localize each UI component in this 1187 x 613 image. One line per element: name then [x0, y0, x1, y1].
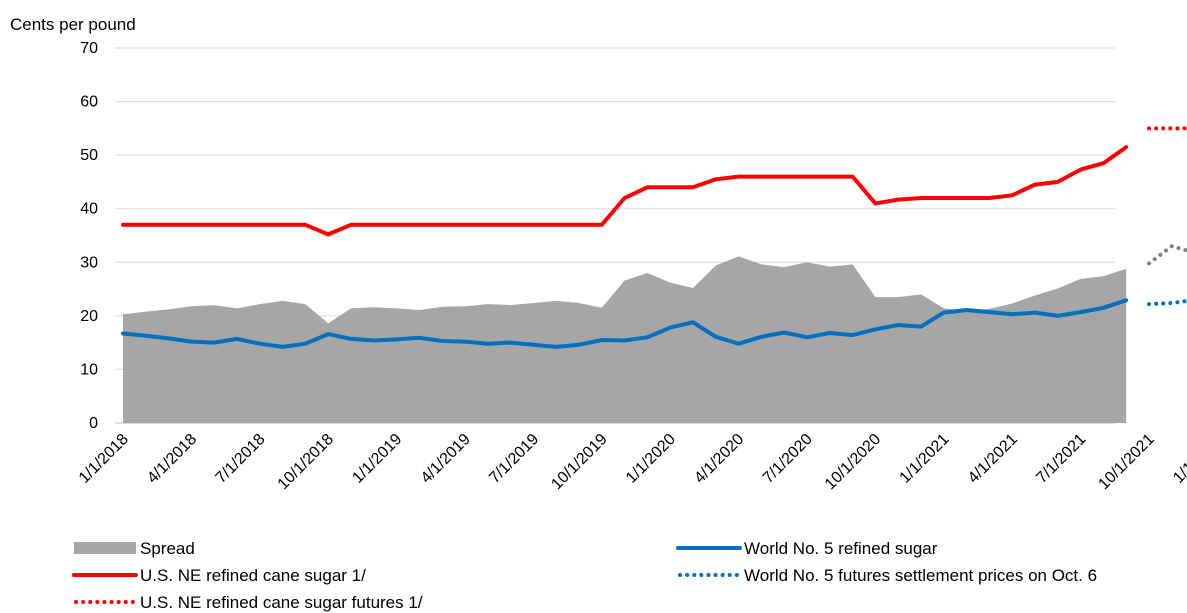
futures-line-2 — [1147, 244, 1187, 266]
x-tick-label: 1/1/2019 — [349, 431, 405, 487]
series-line-2 — [121, 145, 1129, 237]
y-tick-label: 50 — [80, 147, 98, 164]
x-tick-label: 4/1/2018 — [144, 431, 200, 487]
legend-label: World No. 5 futures settlement prices on… — [744, 566, 1097, 585]
x-tick-label: 1/1/2022 — [1170, 431, 1187, 487]
x-tick-label: 4/1/2019 — [418, 431, 474, 487]
x-tick-label: 7/1/2020 — [760, 431, 816, 487]
y-tick-label: 30 — [80, 254, 98, 271]
y-tick-label: 70 — [80, 40, 98, 57]
x-tick-label: 10/1/2021 — [1095, 431, 1157, 493]
legend-label: U.S. NE refined cane sugar 1/ — [140, 566, 366, 585]
x-tick-label: 10/1/2018 — [275, 431, 337, 493]
y-tick-label: 0 — [89, 415, 98, 432]
x-tick-label: 1/1/2020 — [623, 431, 679, 487]
y-tick-label: 60 — [80, 94, 98, 111]
legend-label: U.S. NE refined cane sugar futures 1/ — [140, 593, 423, 612]
y-tick-label: 10 — [80, 361, 98, 378]
y-tick-labels: 0 10 20 30 40 50 60 70 — [80, 40, 98, 432]
x-tick-label: 10/1/2020 — [822, 431, 884, 493]
futures-line-1 — [1147, 126, 1187, 131]
x-tick-label: 4/1/2021 — [965, 431, 1021, 487]
x-tick-label: 7/1/2018 — [213, 431, 269, 487]
futures-line-0 — [1147, 298, 1187, 307]
x-tick-label: 4/1/2020 — [691, 431, 747, 487]
y-tick-label: 40 — [80, 201, 98, 218]
x-tick-label: 7/1/2021 — [1033, 431, 1089, 487]
x-tick-labels: 1/1/2018 4/1/2018 7/1/2018 10/1/2018 1/1/201… — [76, 431, 1187, 493]
x-tick-label: 1/1/2021 — [897, 431, 953, 487]
x-tick-label: 10/1/2019 — [548, 431, 610, 493]
legend-label: World No. 5 refined sugar — [744, 539, 938, 558]
x-tick-label: 7/1/2019 — [486, 431, 542, 487]
data-points-group — [122, 128, 1172, 347]
legend-swatch-spread — [74, 542, 136, 554]
y-tick-label: 20 — [80, 308, 98, 325]
y-axis-label: Cents per pound — [10, 15, 136, 34]
legend: Spread World No. 5 refined sugar U.S. NE r… — [72, 539, 1097, 612]
legend-label: Spread — [140, 539, 195, 558]
x-tick-label: 1/1/2018 — [76, 431, 132, 487]
